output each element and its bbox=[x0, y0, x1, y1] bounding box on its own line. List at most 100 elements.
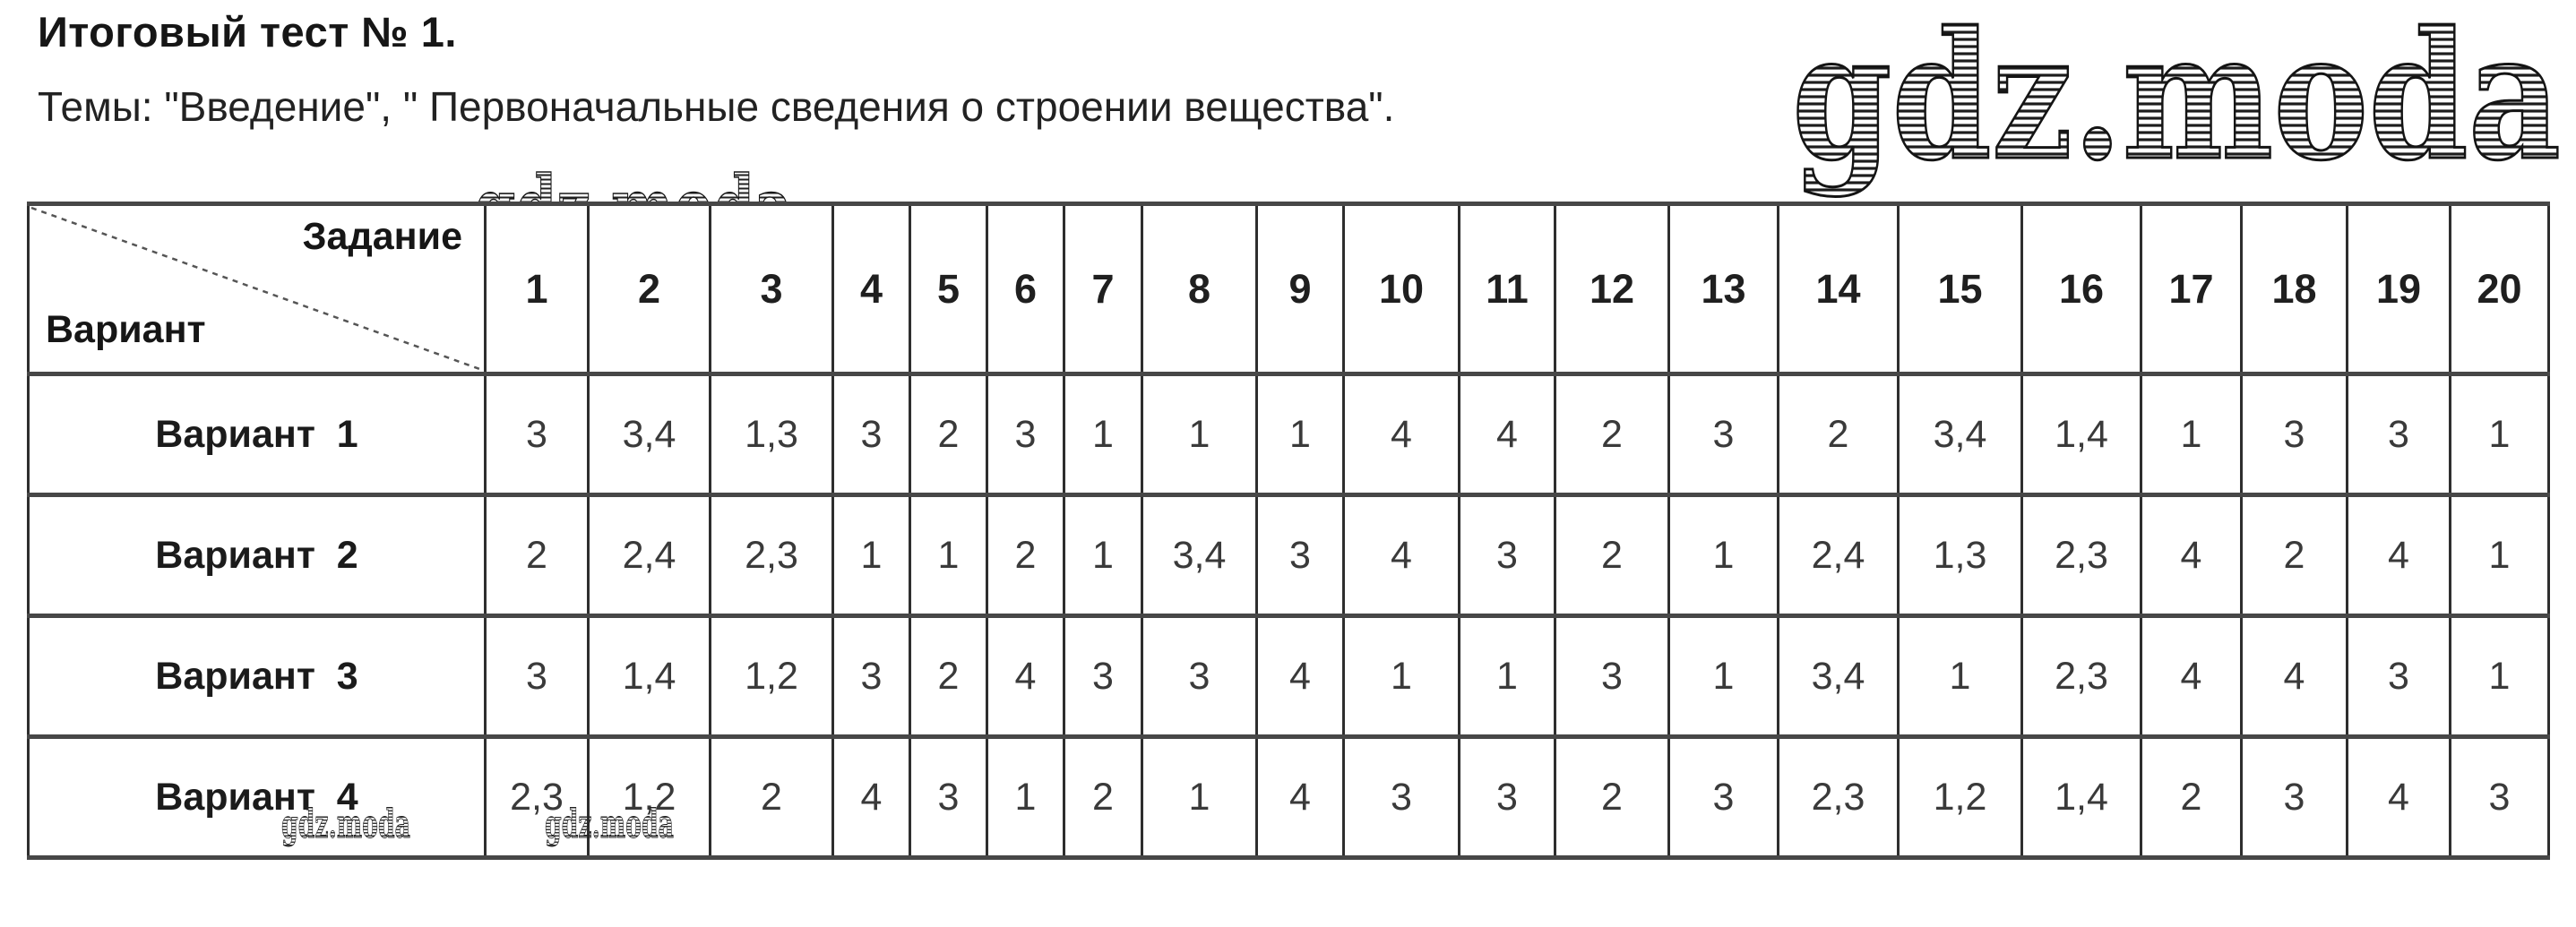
answer-cell: 1 bbox=[1141, 734, 1258, 860]
answer-cell: 1 bbox=[2140, 372, 2243, 497]
answer-cell: 4 bbox=[1255, 734, 1345, 860]
answer-cell: 4 bbox=[2140, 614, 2243, 739]
diagonal-line bbox=[30, 208, 483, 370]
answer-cell: 2,3 bbox=[2020, 493, 2142, 618]
task-number-header: 6 bbox=[986, 202, 1065, 376]
answer-cell: 1 bbox=[2449, 493, 2550, 618]
answer-cell: 3,4 bbox=[1897, 372, 2023, 497]
table-header-row: Задание Вариант 1 2 3 4 5 6 7 8 9 10 11 … bbox=[27, 202, 2550, 376]
table-row-variant-4: Вариант 4 2,3 1,2 2 4 3 1 2 1 4 3 3 2 3 … bbox=[27, 734, 2550, 860]
answer-cell: 1,2 bbox=[1897, 734, 2023, 860]
answer-cell: 1 bbox=[831, 493, 911, 618]
answer-cell: 4 bbox=[1342, 372, 1460, 497]
answer-cell: 3 bbox=[909, 734, 988, 860]
task-number-header: 5 bbox=[909, 202, 988, 376]
answer-cell: 2 bbox=[2240, 493, 2348, 618]
answer-cell: 3 bbox=[484, 372, 590, 497]
task-number-header: 3 bbox=[709, 202, 834, 376]
answer-cell: 3 bbox=[986, 372, 1065, 497]
page-subtitle: Темы: "Введение", " Первоначальные сведе… bbox=[38, 83, 1395, 130]
answer-cell: 1 bbox=[1458, 614, 1556, 739]
answer-cell: 2 bbox=[909, 372, 988, 497]
answer-cell: 3 bbox=[831, 372, 911, 497]
variant-label: Вариант 3 bbox=[27, 614, 487, 739]
answer-cell: 1,2 bbox=[709, 614, 834, 739]
answer-cell: 3 bbox=[2240, 734, 2348, 860]
answer-cell: 2,3 bbox=[484, 734, 590, 860]
answer-cell: 1 bbox=[1063, 493, 1143, 618]
answer-cell: 4 bbox=[986, 614, 1065, 739]
answer-cell: 1,2 bbox=[587, 734, 711, 860]
answer-cell: 2 bbox=[1554, 734, 1670, 860]
answer-cell: 4 bbox=[2346, 734, 2451, 860]
variant-label: Вариант 2 bbox=[27, 493, 487, 618]
answer-cell: 1 bbox=[1667, 493, 1779, 618]
answer-cell: 4 bbox=[831, 734, 911, 860]
answer-cell: 2 bbox=[484, 493, 590, 618]
variant-label: Вариант 4 bbox=[27, 734, 487, 860]
task-number-header: 11 bbox=[1458, 202, 1556, 376]
task-number-header: 10 bbox=[1342, 202, 1460, 376]
answer-cell: 2 bbox=[986, 493, 1065, 618]
answer-cell: 2 bbox=[1063, 734, 1143, 860]
answer-cell: 1 bbox=[986, 734, 1065, 860]
answer-cell: 2 bbox=[1554, 372, 1670, 497]
answer-cell: 2,4 bbox=[587, 493, 711, 618]
answer-cell: 3 bbox=[1342, 734, 1460, 860]
task-number-header: 17 bbox=[2140, 202, 2243, 376]
answer-cell: 2,3 bbox=[1777, 734, 1900, 860]
answer-cell: 3 bbox=[2449, 734, 2550, 860]
answer-cell: 3,4 bbox=[587, 372, 711, 497]
answer-cell: 3 bbox=[831, 614, 911, 739]
answer-cell: 1,3 bbox=[709, 372, 834, 497]
answer-cell: 2 bbox=[2140, 734, 2243, 860]
answer-cell: 3 bbox=[1667, 734, 1779, 860]
variant-label: Вариант 1 bbox=[27, 372, 487, 497]
answer-cell: 3 bbox=[1458, 734, 1556, 860]
watermark-large: gdz.moda bbox=[1791, 7, 2563, 200]
answers-table: Задание Вариант 1 2 3 4 5 6 7 8 9 10 11 … bbox=[27, 202, 2550, 860]
answer-cell: 2 bbox=[1777, 372, 1900, 497]
answer-cell: 3 bbox=[2240, 372, 2348, 497]
answer-cell: 3 bbox=[1255, 493, 1345, 618]
answer-cell: 3 bbox=[1141, 614, 1258, 739]
corner-cell: Задание Вариант bbox=[27, 202, 487, 376]
answer-cell: 4 bbox=[1342, 493, 1460, 618]
task-number-header: 13 bbox=[1667, 202, 1779, 376]
corner-label-variant: Вариант bbox=[46, 308, 206, 351]
task-number-header: 15 bbox=[1897, 202, 2023, 376]
table-row-variant-3: Вариант 3 3 1,4 1,2 3 2 4 3 3 4 1 1 3 1 … bbox=[27, 614, 2550, 739]
table-row-variant-2: Вариант 2 2 2,4 2,3 1 1 2 1 3,4 3 4 3 2 … bbox=[27, 493, 2550, 618]
answer-cell: 1 bbox=[1255, 372, 1345, 497]
answer-cell: 1 bbox=[1667, 614, 1779, 739]
answer-cell: 1,3 bbox=[1897, 493, 2023, 618]
answer-cell: 2,4 bbox=[1777, 493, 1900, 618]
answer-cell: 1,4 bbox=[587, 614, 711, 739]
answer-cell: 3,4 bbox=[1777, 614, 1900, 739]
answer-cell: 2,3 bbox=[2020, 614, 2142, 739]
answer-cell: 3 bbox=[1063, 614, 1143, 739]
task-number-header: 14 bbox=[1777, 202, 1900, 376]
page-title: Итоговый тест № 1. bbox=[38, 8, 457, 56]
answer-cell: 3 bbox=[484, 614, 590, 739]
answer-cell: 1 bbox=[1342, 614, 1460, 739]
task-number-header: 18 bbox=[2240, 202, 2348, 376]
answer-cell: 2,3 bbox=[709, 493, 834, 618]
task-number-header: 2 bbox=[587, 202, 711, 376]
task-number-header: 19 bbox=[2346, 202, 2451, 376]
task-number-header: 9 bbox=[1255, 202, 1345, 376]
answer-cell: 1 bbox=[2449, 614, 2550, 739]
table-row-variant-1: Вариант 1 3 3,4 1,3 3 2 3 1 1 1 4 4 2 3 … bbox=[27, 372, 2550, 497]
task-number-header: 4 bbox=[831, 202, 911, 376]
answer-cell: 3 bbox=[1667, 372, 1779, 497]
watermark-text: gdz.moda bbox=[1792, 7, 2561, 200]
corner-label-task: Задание bbox=[302, 215, 462, 258]
answer-cell: 4 bbox=[2346, 493, 2451, 618]
answer-cell: 1 bbox=[1063, 372, 1143, 497]
answer-cell: 3 bbox=[1554, 614, 1670, 739]
answer-cell: 1 bbox=[1897, 614, 2023, 739]
answer-cell: 4 bbox=[1458, 372, 1556, 497]
task-number-header: 1 bbox=[484, 202, 590, 376]
task-number-header: 8 bbox=[1141, 202, 1258, 376]
